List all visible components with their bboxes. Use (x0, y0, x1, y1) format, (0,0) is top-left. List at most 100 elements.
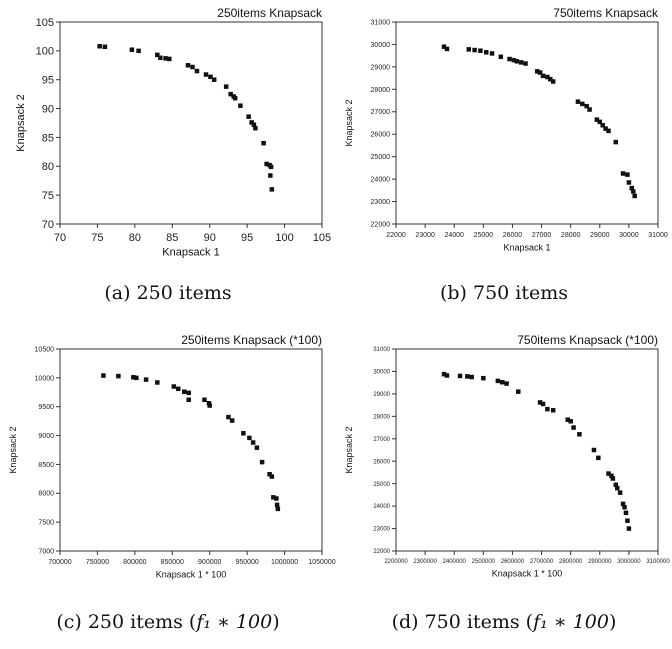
x-tick-label: 950000 (235, 559, 258, 566)
data-point (545, 406, 550, 412)
x-tick-label: 29000 (590, 232, 610, 239)
y-tick-label: 27000 (373, 437, 390, 443)
data-point (271, 495, 276, 500)
data-point (472, 47, 477, 53)
y-tick-label: 70 (42, 219, 54, 231)
data-point (594, 117, 600, 122)
data-point (441, 44, 447, 49)
x-tick-label: 1050000 (308, 559, 335, 566)
data-point (171, 384, 177, 389)
y-tick-label: 31000 (373, 347, 390, 353)
data-point (441, 371, 447, 377)
data-point (167, 56, 172, 62)
chart-title: 250items Knapsack (*100) (181, 333, 322, 347)
y-tick-label: 30000 (373, 370, 390, 376)
x-tick-label: 80 (129, 232, 141, 244)
chart-panel-d: 750items Knapsack (*100) 2200000 2300000 24… (336, 325, 672, 649)
data-point (275, 506, 281, 512)
y-tick-label: 24000 (371, 177, 391, 184)
y-tick-label: 23000 (371, 199, 391, 206)
x-tick-label: 2200000 (384, 559, 408, 565)
data-point (587, 107, 592, 112)
y-tick-label: 22000 (373, 549, 390, 555)
data-point (274, 496, 279, 501)
data-point (251, 122, 257, 127)
data-point (155, 52, 160, 58)
data-point (610, 476, 616, 481)
data-point (268, 173, 273, 178)
data-point (250, 440, 256, 445)
data-point (584, 103, 589, 109)
data-point (269, 474, 275, 479)
data-point (185, 63, 191, 68)
x-tick-label: 75 (91, 232, 103, 244)
y-tick-label: 10000 (35, 375, 55, 382)
caption-d: (d) 750 items (f₁ ∗ 100) (336, 611, 672, 633)
plot-frame (59, 21, 323, 225)
x-tick-label: 2600000 (501, 559, 525, 565)
data-point (229, 418, 235, 423)
x-tick-label: 31000 (648, 232, 668, 239)
data-point (268, 164, 274, 170)
chart-title: 250items Knapsack (217, 6, 323, 20)
y-tick-label: 80 (42, 161, 54, 173)
data-point (228, 91, 233, 97)
data-point (186, 390, 192, 396)
data-point (176, 386, 181, 392)
data-point (483, 50, 489, 55)
data-point (577, 432, 582, 437)
x-tick-label: 30000 (619, 232, 639, 239)
y-axis-label: Knapsack 2 (344, 426, 354, 473)
data-point (540, 401, 546, 407)
y-tick-label: 105 (36, 17, 54, 29)
chart-svg-a: 250items Knapsack 70 75 80 85 90 95 100 105 70 75 8… (15, 6, 331, 259)
x-axis-label: Knapsack 1 (162, 247, 219, 259)
x-tick-label: 850000 (161, 559, 184, 566)
data-point (264, 161, 269, 167)
data-point (238, 103, 243, 108)
y-tick-label: 26000 (371, 132, 391, 139)
data-point (206, 401, 212, 406)
chart-title: 750items Knapsack (553, 6, 659, 20)
data-point (614, 485, 620, 491)
data-point (632, 193, 637, 199)
y-tick-label: 7500 (38, 520, 54, 527)
chart-title: 750items Knapsack (*100) (517, 333, 658, 347)
y-tick-label: 25000 (371, 154, 391, 161)
data-point (203, 72, 209, 77)
data-point (575, 99, 581, 104)
data-point (444, 46, 450, 52)
data-point (247, 435, 252, 441)
data-point (495, 378, 501, 384)
y-tick-label: 75 (42, 190, 54, 202)
data-point (620, 501, 626, 507)
y-tick-label: 29000 (371, 64, 391, 71)
x-tick-label: 70 (54, 232, 66, 244)
data-point (478, 48, 483, 53)
data-point (254, 445, 260, 450)
data-point (606, 128, 611, 134)
caption-b: (b) 750 items (336, 282, 672, 304)
caption-math-c: f₁ ∗ 100 (196, 611, 273, 633)
y-tick-label: 31000 (371, 19, 391, 26)
x-tick-label: 90 (204, 232, 216, 244)
x-tick-label: 700000 (48, 559, 71, 566)
y-tick-label: 28000 (373, 414, 390, 420)
data-point (253, 125, 258, 131)
y-tick-label: 8500 (38, 462, 54, 469)
data-point (143, 377, 149, 382)
x-tick-label: 900000 (198, 559, 221, 566)
caption-suffix-c: ) (272, 611, 280, 633)
plot-frame (395, 21, 659, 225)
y-tick-label: 29000 (373, 392, 390, 398)
y-tick-label: 8000 (38, 491, 54, 498)
data-point (261, 140, 266, 146)
data-point (540, 73, 546, 79)
y-tick-label: 85 (42, 132, 54, 144)
x-tick-label: 2800000 (559, 559, 583, 565)
data-point (545, 74, 550, 80)
caption-text-a: (a) 250 items (104, 282, 232, 304)
x-tick-label: 100 (275, 232, 293, 244)
data-point (469, 374, 474, 380)
x-tick-label: 750000 (86, 559, 109, 566)
